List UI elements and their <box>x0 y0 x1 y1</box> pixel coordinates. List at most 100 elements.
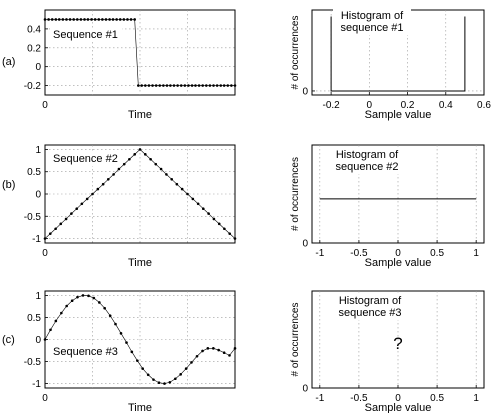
y-tick-label: 0 <box>302 239 308 250</box>
data-point <box>61 18 65 21</box>
y-axis-label: # of occurrences <box>290 303 301 377</box>
chart-title: Histogram of <box>341 10 404 22</box>
data-point <box>165 173 168 176</box>
data-point <box>72 18 75 21</box>
data-point <box>122 18 126 21</box>
data-point <box>223 227 226 231</box>
data-point <box>217 222 221 226</box>
data-point <box>54 227 57 231</box>
chart-c-left: -1 -0.5 0 0.5 1 0 Time Sequence #3 <box>24 290 237 413</box>
title-background <box>50 28 122 42</box>
chart-title: Histogram of <box>336 149 399 161</box>
y-tick-label: 1 <box>35 145 41 156</box>
data-point <box>169 84 172 87</box>
data-point <box>97 18 101 21</box>
x-tick-label: -1 <box>315 248 324 259</box>
y-tick-label: -0.2 <box>24 81 42 92</box>
data-point <box>111 18 115 21</box>
data-point <box>101 182 105 186</box>
data-point <box>196 202 200 206</box>
y-axis-label: # of occurrences <box>290 16 301 90</box>
data-point <box>140 84 144 87</box>
data-point <box>117 167 121 171</box>
y-tick-label: -1 <box>32 234 41 245</box>
x-tick-label: -0.2 <box>322 100 340 111</box>
title-background <box>50 345 122 359</box>
data-point <box>43 18 47 21</box>
x-axis-label: Sample value <box>365 257 432 269</box>
data-point <box>170 178 174 181</box>
data-point <box>162 84 165 87</box>
data-point <box>54 319 58 323</box>
data-point <box>81 294 85 297</box>
data-point <box>144 84 147 87</box>
data-point <box>65 18 68 21</box>
data-point <box>233 347 237 350</box>
data-point <box>122 162 126 166</box>
chart-title: sequence #1 <box>341 22 404 34</box>
y-tick-label: 0 <box>35 335 41 346</box>
y-axis-label: # of occurrences <box>290 157 301 231</box>
x-tick-label: 0.4 <box>439 100 453 111</box>
data-point <box>194 84 197 87</box>
data-point <box>70 212 73 215</box>
data-point <box>76 295 79 299</box>
data-point <box>217 348 220 352</box>
x-axis-label: Sample value <box>365 402 432 413</box>
data-point <box>101 18 104 21</box>
data-point <box>226 84 230 87</box>
data-point <box>98 301 101 304</box>
data-point <box>208 84 212 87</box>
y-tick-label: 0 <box>302 384 308 395</box>
data-point <box>59 222 63 226</box>
data-point <box>86 18 90 21</box>
x-tick-label: 0 <box>42 393 48 404</box>
data-point <box>136 359 139 362</box>
data-point <box>104 18 108 21</box>
data-point <box>158 84 162 87</box>
data-point <box>201 349 204 353</box>
data-point <box>230 84 233 87</box>
data-point <box>126 18 129 21</box>
x-tick-label: 0 <box>395 393 401 404</box>
y-tick-label: 0.5 <box>27 167 41 178</box>
data-point <box>70 299 74 303</box>
data-point <box>146 373 150 377</box>
data-point <box>133 18 136 21</box>
data-point <box>197 84 201 87</box>
data-point <box>65 304 68 308</box>
x-tick-label: 0.5 <box>430 248 444 259</box>
data-point <box>83 18 86 21</box>
data-point <box>79 18 83 21</box>
y-tick-label: 1 <box>35 291 41 302</box>
data-point <box>128 157 131 161</box>
data-point <box>190 84 194 87</box>
data-point <box>106 178 110 181</box>
data-point <box>191 197 195 201</box>
data-point <box>92 296 96 300</box>
chart-title: sequence #2 <box>336 161 399 173</box>
data-point <box>228 354 231 357</box>
title-background <box>50 152 122 166</box>
data-point <box>68 18 72 21</box>
data-point <box>179 373 182 376</box>
data-point <box>212 217 216 221</box>
data-point <box>108 18 111 21</box>
data-point <box>207 212 210 215</box>
chart-c-right: 0 -1 -0.5 0 0.5 1 Sample value # of occurrences… <box>290 290 485 413</box>
data-point <box>43 237 47 240</box>
histogram-line <box>330 16 466 92</box>
data-point <box>180 187 184 191</box>
y-tick-label: 0.2 <box>27 43 41 54</box>
data-point <box>233 237 237 240</box>
data-point <box>228 232 231 235</box>
data-point <box>147 84 151 87</box>
question-mark-annotation: ? <box>393 334 402 353</box>
data-point <box>119 332 123 335</box>
data-point <box>57 18 61 21</box>
data-point <box>130 350 134 354</box>
data-point <box>205 84 208 87</box>
chart-title: Sequence #1 <box>53 29 118 41</box>
x-tick-label: 0 <box>42 100 48 111</box>
data-point <box>96 187 100 191</box>
